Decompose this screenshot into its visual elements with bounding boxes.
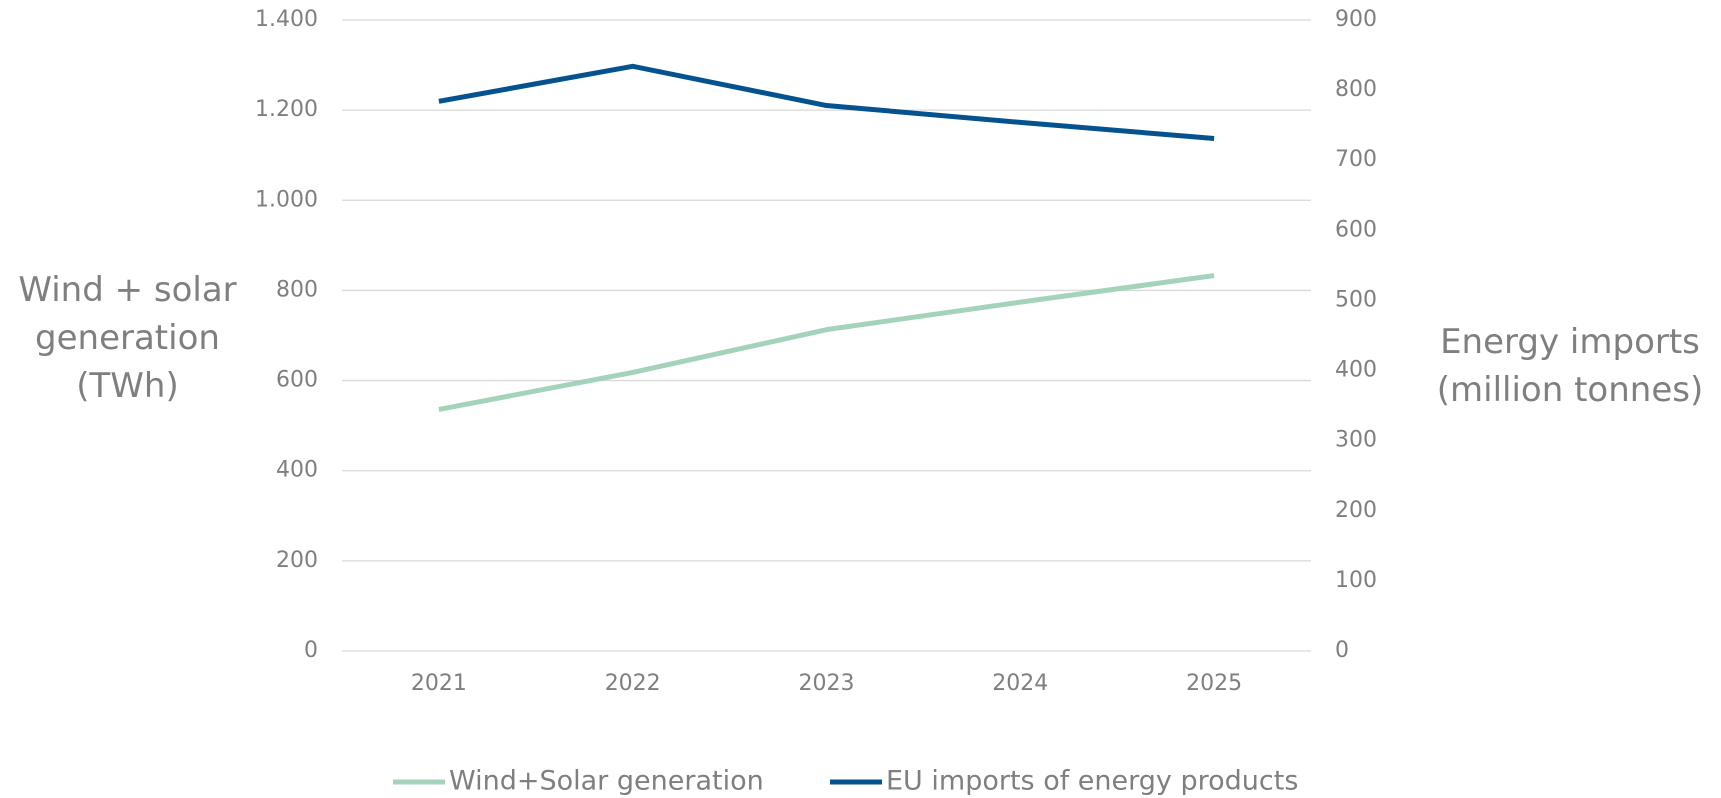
y-tick-label: 1.000 (255, 187, 318, 212)
y2-tick-label: 600 (1335, 217, 1377, 242)
y2-tick-label: 500 (1335, 287, 1377, 312)
y2-tick-label: 0 (1335, 638, 1349, 663)
y-axis-title: Wind + solar generation (TWh) (18, 270, 237, 406)
x-tick-label: 2023 (799, 671, 855, 696)
x-tick-label: 2024 (992, 671, 1048, 696)
y-tick-label: 400 (276, 458, 318, 483)
y-tick-label: 200 (276, 548, 318, 573)
y2-axis-title: Energy imports (million tonnes) (1436, 322, 1704, 410)
x-tick-label: 2021 (411, 671, 467, 696)
legend-label: Wind+Solar generation (449, 766, 764, 797)
y2-tick-label: 700 (1335, 147, 1377, 172)
y-tick-label: 1.400 (255, 7, 318, 32)
y-tick-label: 600 (276, 368, 318, 393)
series-line (438, 273, 1215, 412)
y-tick-label: 800 (276, 277, 318, 302)
y-tick-label: 1.200 (255, 97, 318, 122)
y2-tick-label: 900 (1335, 7, 1377, 32)
y2-tick-label: 100 (1335, 568, 1377, 593)
x-tick-label: 2025 (1186, 671, 1242, 696)
x-tick-label: 2022 (605, 671, 661, 696)
y2-tick-label: 300 (1335, 428, 1377, 453)
series-line (438, 63, 1215, 141)
y2-tick-label: 200 (1335, 498, 1377, 523)
y-tick-label: 0 (304, 638, 318, 663)
y2-tick-label: 400 (1335, 358, 1377, 383)
legend-label: EU imports of energy products (886, 766, 1298, 797)
y2-tick-label: 800 (1335, 77, 1377, 102)
